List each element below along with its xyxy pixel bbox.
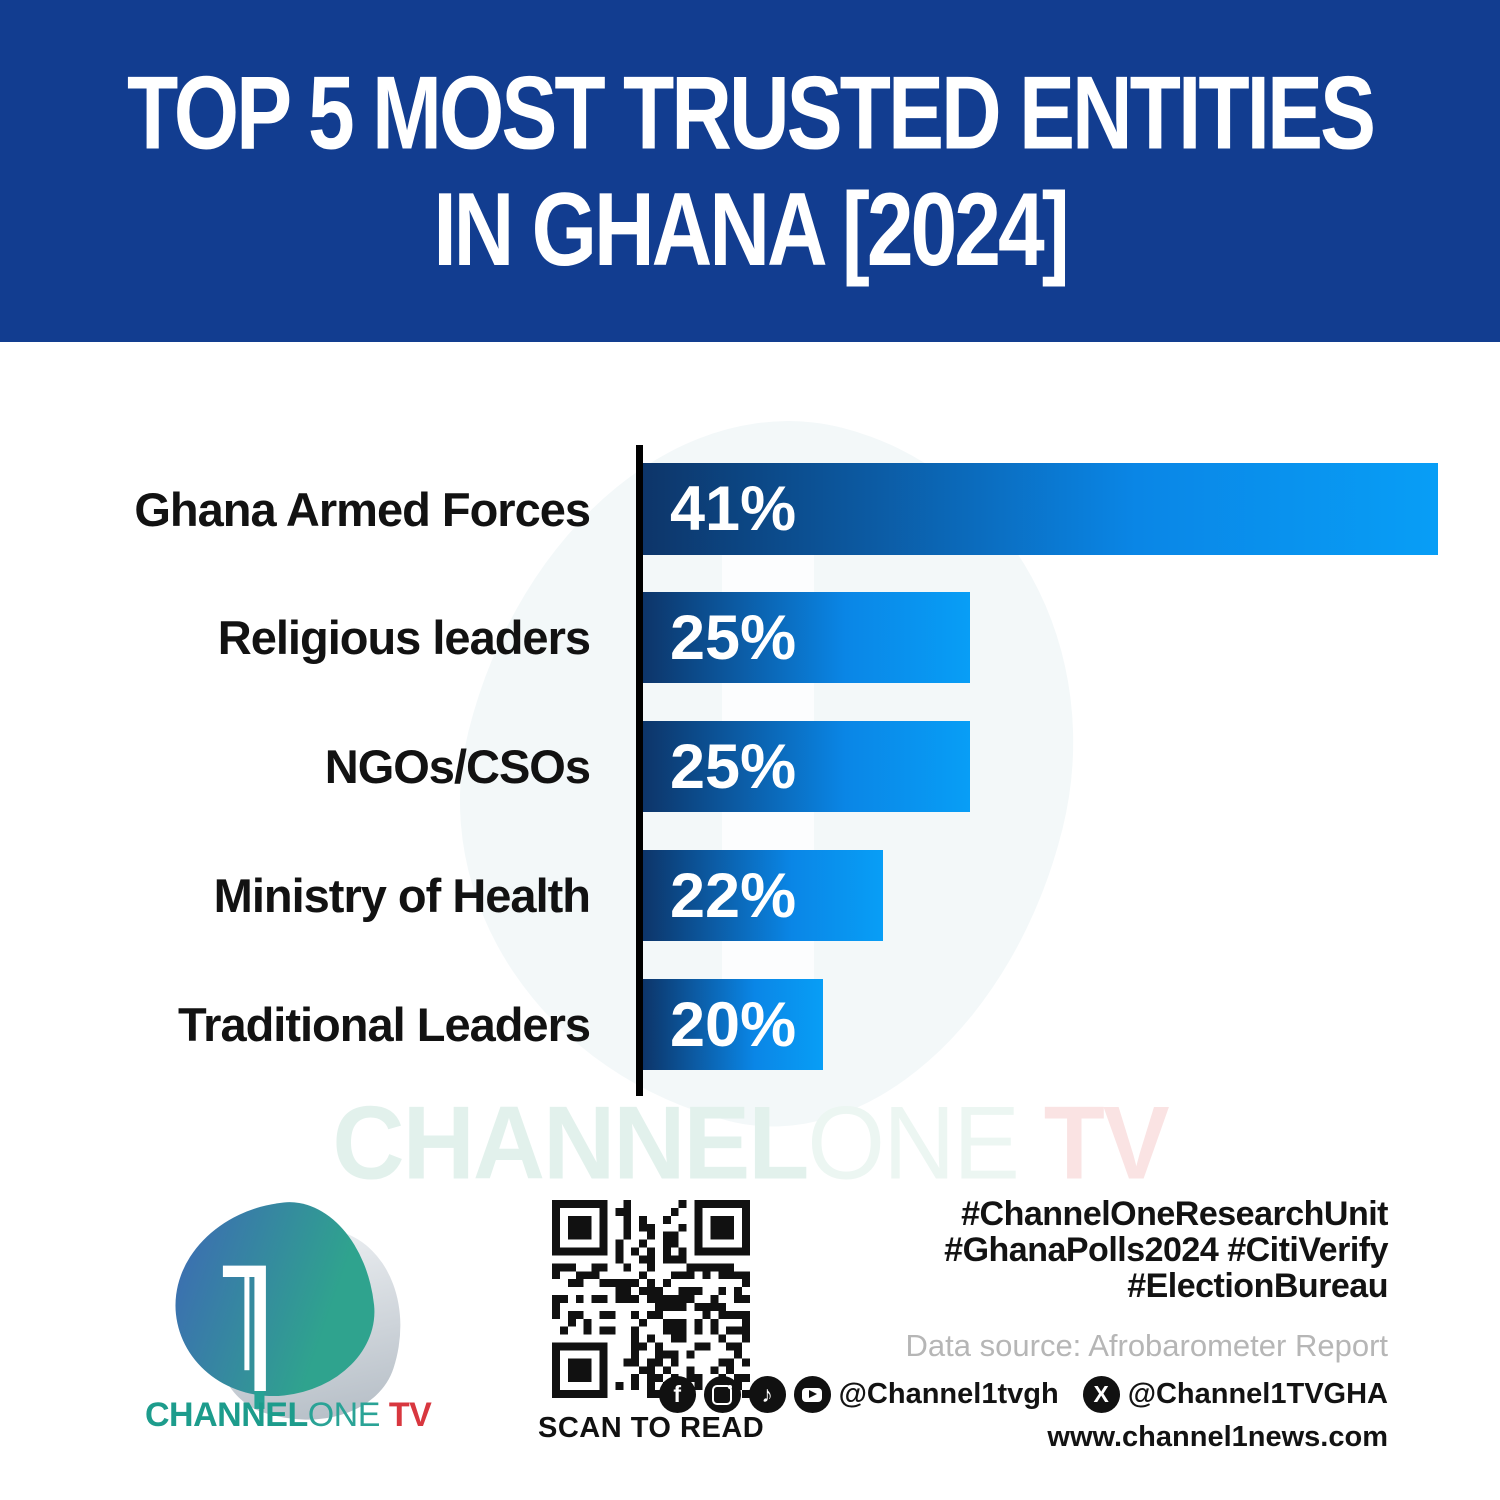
footer-text-block: #ChannelOneResearchUnit #GhanaPolls2024 …: [658, 1195, 1389, 1454]
youtube-icon: [793, 1376, 831, 1413]
category-label-ghana-armed-forces: Ghana Armed Forces: [134, 482, 591, 536]
chart-row: Religious leaders 25%: [0, 592, 1500, 683]
watermark-one: ONE: [807, 1084, 1020, 1202]
title-line-1: TOP 5 MOST TRUSTED ENTITIES: [126, 54, 1376, 171]
page-title: TOP 5 MOST TRUSTED ENTITIES IN GHANA [20…: [0, 0, 1500, 383]
title-line-2: IN GHANA [2024]: [433, 171, 1069, 288]
category-label-ngos-csos: NGOs/CSOs: [324, 740, 591, 793]
watermark-channel: CHANNEL: [332, 1084, 809, 1202]
bar-religious-leaders: 25%: [643, 592, 970, 683]
category-label-ministry-of-health: Ministry of Health: [213, 869, 591, 922]
value-label: 22%: [670, 860, 797, 931]
website-url: www.channel1news.com: [1047, 1421, 1388, 1453]
bar-ministry-of-health: 22%: [643, 850, 883, 941]
value-label: 25%: [670, 731, 797, 802]
value-label: 41%: [670, 474, 797, 544]
category-label-religious-leaders: Religious leaders: [217, 611, 591, 664]
facebook-icon: f: [658, 1376, 696, 1413]
logo-wordmark-one: ONE: [307, 1396, 381, 1434]
bar-ghana-armed-forces: 41%: [643, 463, 1438, 555]
qr-code: [552, 1200, 750, 1398]
header-banner: TOP 5 MOST TRUSTED ENTITIES IN GHANA [20…: [0, 0, 1500, 342]
logo-wordmark: CHANNELONE TV: [145, 1396, 432, 1435]
instagram-icon: [703, 1376, 741, 1413]
hashtag-line-1: #ChannelOneResearchUnit: [961, 1195, 1388, 1233]
hashtag-line-3: #ElectionBureau: [1127, 1267, 1388, 1305]
tiktok-icon: ♪: [748, 1376, 786, 1413]
chart-row: NGOs/CSOs 25%: [0, 721, 1500, 812]
social-handle-main: @Channel1tvgh: [838, 1378, 1059, 1410]
value-label: 25%: [670, 602, 797, 673]
channelone-tv-watermark: CHANNELONE TV: [0, 1084, 1500, 1204]
channel-one-logo: CHANNELONE TV: [145, 1194, 432, 1460]
x-icon: X: [1082, 1376, 1120, 1413]
hashtag-line-2: #GhanaPolls2024 #CitiVerify: [944, 1231, 1388, 1269]
category-label-traditional-leaders: Traditional Leaders: [178, 998, 591, 1051]
qr-caption: SCAN TO READ: [538, 1412, 765, 1444]
chart-row: Ghana Armed Forces 41%: [0, 463, 1500, 555]
logo-wordmark-tv: TV: [379, 1396, 432, 1434]
watermark-tv: TV: [1018, 1084, 1170, 1202]
logo-wordmark-channel: CHANNEL: [145, 1396, 308, 1434]
data-source-text: Data source: Afrobarometer Report: [905, 1328, 1388, 1363]
chart-row: Ministry of Health 22%: [0, 850, 1500, 941]
social-row: f ♪ @Channel1tvgh X @Channel1TVGHA: [658, 1376, 1388, 1413]
logo-numeral-one-icon: [222, 1265, 266, 1409]
social-handle-x: @Channel1TVGHA: [1127, 1378, 1388, 1410]
chart-axis-line: [636, 445, 643, 1096]
chart-row: Traditional Leaders 20%: [0, 979, 1500, 1070]
bar-ngos-csos: 25%: [643, 721, 970, 812]
value-label: 20%: [670, 989, 797, 1060]
bar-traditional-leaders: 20%: [643, 979, 823, 1070]
